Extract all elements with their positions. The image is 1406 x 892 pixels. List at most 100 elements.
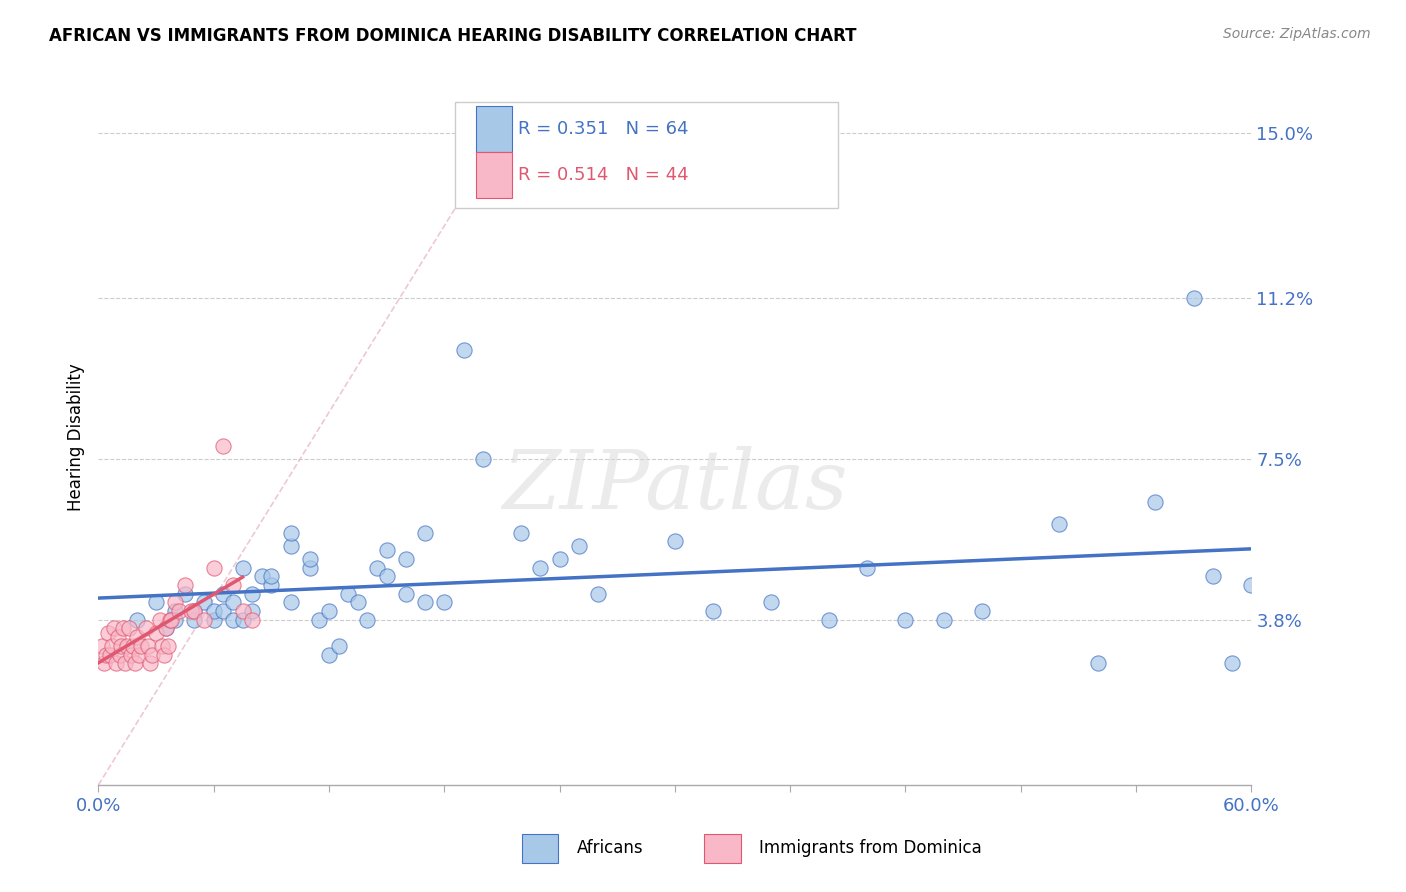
Point [586,587,609,601]
Point [222,613,245,627]
Point [529,560,551,574]
Point [702,604,724,618]
Point [114,657,136,671]
Point [318,648,340,662]
Point [471,451,494,466]
Point [152,648,174,662]
Point [231,613,254,627]
Point [212,604,235,618]
Point [413,525,436,540]
Point [174,587,197,601]
Point [759,595,782,609]
Point [1240,578,1263,592]
Point [93,657,115,671]
Point [174,578,197,592]
Point [128,648,150,662]
Point [165,613,187,627]
Text: Africans: Africans [576,839,643,857]
Point [160,613,183,627]
Point [318,604,340,618]
Point [135,621,157,635]
Point [222,595,245,609]
Text: AFRICAN VS IMMIGRANTS FROM DOMINICA HEARING DISABILITY CORRELATION CHART: AFRICAN VS IMMIGRANTS FROM DOMINICA HEAR… [49,27,856,45]
Point [117,639,138,653]
Point [328,639,350,653]
Point [149,613,172,627]
Point [375,543,398,558]
Text: ZIPatlas: ZIPatlas [502,446,848,525]
Point [118,621,141,635]
Point [1047,516,1070,531]
Y-axis label: Hearing Disability: Hearing Disability [66,363,84,511]
Point [120,648,142,662]
Text: Source: ZipAtlas.com: Source: ZipAtlas.com [1223,27,1371,41]
Point [97,625,120,640]
Point [395,551,418,566]
Point [212,439,235,453]
Point [337,587,360,601]
Point [356,613,378,627]
Point [240,604,263,618]
Point [150,639,173,653]
Point [167,604,190,618]
Text: R = 0.514   N = 44: R = 0.514 N = 44 [517,166,689,184]
Point [1220,657,1243,671]
Point [280,525,302,540]
Point [112,621,135,635]
Point [139,657,162,671]
Point [231,604,254,618]
Point [202,613,225,627]
Point [1182,291,1205,305]
Point [145,625,167,640]
Point [856,560,879,574]
Point [395,587,418,601]
Point [94,648,117,662]
Point [453,343,475,357]
Point [101,639,124,653]
Point [280,595,302,609]
Point [156,639,179,653]
Point [972,604,994,618]
Point [413,595,436,609]
Point [141,648,163,662]
Point [183,604,205,618]
Point [129,639,152,653]
Point [145,595,167,609]
Point [193,613,215,627]
Point [894,613,917,627]
Point [107,630,129,644]
Point [202,560,225,574]
Point [122,639,145,653]
Point [240,613,263,627]
Point [165,595,187,609]
Point [222,578,245,592]
Point [280,539,302,553]
Point [240,587,263,601]
Text: Immigrants from Dominica: Immigrants from Dominica [759,839,981,857]
Point [180,604,202,618]
Point [193,595,215,609]
Point [110,639,132,653]
Point [125,613,148,627]
Point [548,551,571,566]
Point [212,587,235,601]
Point [260,569,283,583]
Point [138,639,160,653]
Point [664,534,686,549]
Point [568,539,591,553]
Point [183,604,205,618]
Point [250,569,273,583]
Point [103,621,125,635]
Point [91,639,114,653]
Point [375,569,398,583]
Point [124,657,146,671]
Point [155,621,177,635]
Point [202,604,225,618]
Point [260,578,283,592]
Text: R = 0.351   N = 64: R = 0.351 N = 64 [517,120,689,138]
Point [98,648,121,662]
Point [159,613,181,627]
Point [433,595,456,609]
Point [1202,569,1225,583]
Point [817,613,839,627]
